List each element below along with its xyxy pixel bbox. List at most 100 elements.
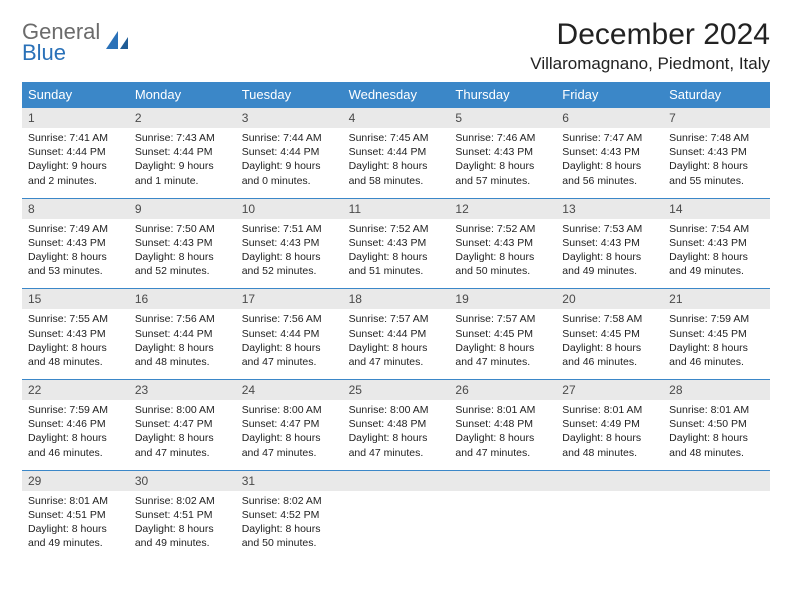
day-number: 12: [449, 199, 556, 219]
day-details: [556, 491, 663, 561]
sunrise: Sunrise: 7:59 AM: [669, 312, 764, 326]
daylight-line2: and 55 minutes.: [669, 174, 764, 188]
daylight-line2: and 48 minutes.: [135, 355, 230, 369]
daylight-line1: Daylight: 8 hours: [242, 250, 337, 264]
day-number: 1: [22, 108, 129, 128]
sunset: Sunset: 4:51 PM: [28, 508, 123, 522]
daylight-line1: Daylight: 8 hours: [242, 341, 337, 355]
sunrise: Sunrise: 7:48 AM: [669, 131, 764, 145]
weekday-wednesday: Wednesday: [343, 82, 450, 107]
sunrise: Sunrise: 7:59 AM: [28, 403, 123, 417]
daylight-line1: Daylight: 8 hours: [562, 250, 657, 264]
month-title: December 2024: [530, 18, 770, 52]
sunrise: Sunrise: 7:43 AM: [135, 131, 230, 145]
week-numbers: 891011121314: [22, 198, 770, 219]
weekday-tuesday: Tuesday: [236, 82, 343, 107]
sunrise: Sunrise: 7:44 AM: [242, 131, 337, 145]
day-number: 5: [449, 108, 556, 128]
sunrise: Sunrise: 8:02 AM: [135, 494, 230, 508]
sunrise: Sunrise: 7:47 AM: [562, 131, 657, 145]
daylight-line1: Daylight: 8 hours: [562, 159, 657, 173]
day-details: Sunrise: 8:01 AMSunset: 4:51 PMDaylight:…: [22, 491, 129, 561]
daylight-line2: and 47 minutes.: [455, 446, 550, 460]
day-number: [343, 471, 450, 491]
sunset: Sunset: 4:43 PM: [28, 327, 123, 341]
daylight-line2: and 2 minutes.: [28, 174, 123, 188]
weeks-container: 1234567Sunrise: 7:41 AMSunset: 4:44 PMDa…: [22, 107, 770, 560]
sunrise: Sunrise: 7:51 AM: [242, 222, 337, 236]
day-details: Sunrise: 7:58 AMSunset: 4:45 PMDaylight:…: [556, 309, 663, 379]
daylight-line1: Daylight: 8 hours: [349, 250, 444, 264]
day-number: 18: [343, 289, 450, 309]
daylight-line2: and 57 minutes.: [455, 174, 550, 188]
calendar: SundayMondayTuesdayWednesdayThursdayFrid…: [22, 82, 770, 560]
sunset: Sunset: 4:43 PM: [28, 236, 123, 250]
sunset: Sunset: 4:43 PM: [349, 236, 444, 250]
sunset: Sunset: 4:51 PM: [135, 508, 230, 522]
sunset: Sunset: 4:43 PM: [135, 236, 230, 250]
day-details: Sunrise: 7:50 AMSunset: 4:43 PMDaylight:…: [129, 219, 236, 289]
daylight-line1: Daylight: 8 hours: [242, 522, 337, 536]
daylight-line1: Daylight: 8 hours: [669, 159, 764, 173]
daylight-line1: Daylight: 9 hours: [135, 159, 230, 173]
day-details: Sunrise: 8:00 AMSunset: 4:47 PMDaylight:…: [236, 400, 343, 470]
daylight-line1: Daylight: 8 hours: [28, 341, 123, 355]
day-number: 27: [556, 380, 663, 400]
day-details: Sunrise: 7:48 AMSunset: 4:43 PMDaylight:…: [663, 128, 770, 198]
daylight-line1: Daylight: 9 hours: [242, 159, 337, 173]
daylight-line1: Daylight: 8 hours: [669, 250, 764, 264]
sunset: Sunset: 4:49 PM: [562, 417, 657, 431]
sunset: Sunset: 4:43 PM: [669, 145, 764, 159]
daylight-line1: Daylight: 8 hours: [455, 159, 550, 173]
daylight-line2: and 46 minutes.: [669, 355, 764, 369]
day-number: 28: [663, 380, 770, 400]
daylight-line1: Daylight: 8 hours: [455, 431, 550, 445]
sunset: Sunset: 4:44 PM: [242, 327, 337, 341]
day-details: Sunrise: 8:02 AMSunset: 4:52 PMDaylight:…: [236, 491, 343, 561]
sunrise: Sunrise: 7:41 AM: [28, 131, 123, 145]
day-number: 23: [129, 380, 236, 400]
weekday-header: SundayMondayTuesdayWednesdayThursdayFrid…: [22, 82, 770, 107]
sunrise: Sunrise: 8:01 AM: [455, 403, 550, 417]
day-number: 9: [129, 199, 236, 219]
day-details: Sunrise: 7:53 AMSunset: 4:43 PMDaylight:…: [556, 219, 663, 289]
sunrise: Sunrise: 7:49 AM: [28, 222, 123, 236]
day-number: 31: [236, 471, 343, 491]
day-details: Sunrise: 8:00 AMSunset: 4:48 PMDaylight:…: [343, 400, 450, 470]
week-details: Sunrise: 7:49 AMSunset: 4:43 PMDaylight:…: [22, 219, 770, 289]
daylight-line1: Daylight: 8 hours: [28, 431, 123, 445]
daylight-line1: Daylight: 8 hours: [349, 159, 444, 173]
day-number: 11: [343, 199, 450, 219]
calendar-page: General Blue December 2024 Villaromagnan…: [0, 0, 792, 578]
logo-text: General Blue: [22, 22, 100, 64]
day-number: 10: [236, 199, 343, 219]
day-number: 4: [343, 108, 450, 128]
sunrise: Sunrise: 7:56 AM: [135, 312, 230, 326]
day-details: Sunrise: 7:55 AMSunset: 4:43 PMDaylight:…: [22, 309, 129, 379]
sunset: Sunset: 4:47 PM: [135, 417, 230, 431]
logo-line2: Blue: [22, 43, 100, 64]
weekday-sunday: Sunday: [22, 82, 129, 107]
sunset: Sunset: 4:44 PM: [349, 327, 444, 341]
sunrise: Sunrise: 8:02 AM: [242, 494, 337, 508]
day-number: 7: [663, 108, 770, 128]
sunset: Sunset: 4:43 PM: [242, 236, 337, 250]
sunrise: Sunrise: 7:45 AM: [349, 131, 444, 145]
day-number: 20: [556, 289, 663, 309]
daylight-line1: Daylight: 8 hours: [455, 250, 550, 264]
daylight-line2: and 47 minutes.: [349, 446, 444, 460]
day-number: 14: [663, 199, 770, 219]
day-number: 13: [556, 199, 663, 219]
sunrise: Sunrise: 8:01 AM: [669, 403, 764, 417]
day-details: Sunrise: 7:49 AMSunset: 4:43 PMDaylight:…: [22, 219, 129, 289]
sunrise: Sunrise: 7:55 AM: [28, 312, 123, 326]
week-details: Sunrise: 8:01 AMSunset: 4:51 PMDaylight:…: [22, 491, 770, 561]
daylight-line2: and 46 minutes.: [28, 446, 123, 460]
sunrise: Sunrise: 7:53 AM: [562, 222, 657, 236]
day-details: Sunrise: 7:45 AMSunset: 4:44 PMDaylight:…: [343, 128, 450, 198]
day-details: Sunrise: 7:57 AMSunset: 4:44 PMDaylight:…: [343, 309, 450, 379]
daylight-line1: Daylight: 8 hours: [242, 431, 337, 445]
sunrise: Sunrise: 8:01 AM: [28, 494, 123, 508]
daylight-line2: and 47 minutes.: [455, 355, 550, 369]
day-details: Sunrise: 7:46 AMSunset: 4:43 PMDaylight:…: [449, 128, 556, 198]
